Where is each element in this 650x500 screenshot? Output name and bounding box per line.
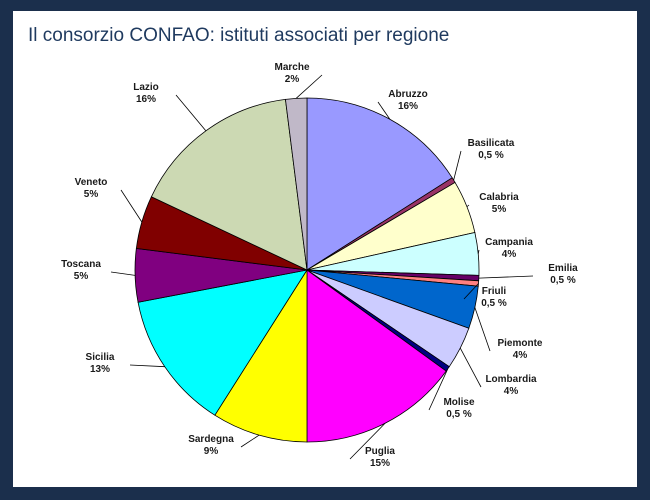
slice-label-friuli: Friuli	[482, 286, 507, 297]
leader-line-molise	[428, 368, 449, 411]
leader-line-sicilia	[129, 364, 165, 368]
leader-line-piemonte	[474, 307, 491, 352]
slice-value-puglia: 15%	[370, 458, 390, 469]
leader-line-abruzzo	[377, 101, 391, 120]
slice-value-sardegna: 9%	[204, 446, 219, 457]
slice-value-lazio: 16%	[136, 94, 156, 105]
slice-label-calabria: Calabria	[479, 192, 519, 203]
slice-label-lazio: Lazio	[133, 82, 159, 93]
chart-title: Il consorzio CONFAO: istituti associati …	[28, 25, 450, 46]
slice-value-emilia: 0,5 %	[550, 275, 576, 286]
slice-value-marche: 2%	[285, 74, 300, 85]
slice-value-sicilia: 13%	[90, 364, 110, 375]
leader-line-calabria	[466, 204, 470, 207]
slice-label-molise: Molise	[443, 397, 475, 408]
pie-slice-sicilia	[137, 269, 308, 416]
leader-line-veneto	[120, 189, 143, 223]
pie-slice-marche	[284, 97, 308, 271]
leader-line-friuli	[463, 283, 479, 300]
slice-label-puglia: Puglia	[365, 446, 395, 457]
slice-label-campania: Campania	[485, 237, 533, 248]
leader-line-puglia	[349, 422, 386, 460]
slice-label-toscana: Toscana	[61, 259, 101, 270]
leader-line-emilia	[478, 275, 534, 279]
leader-line-sardegna	[240, 434, 260, 448]
pie-slice-puglia	[306, 269, 447, 443]
leader-line-marche	[295, 74, 323, 99]
leader-line-basilicata	[453, 150, 462, 181]
slice-label-emilia: Emilia	[548, 263, 578, 274]
slice-value-abruzzo: 16%	[398, 101, 418, 112]
slice-value-molise: 0,5 %	[446, 409, 472, 420]
slice-value-piemonte: 4%	[513, 350, 528, 361]
leader-line-lombardia	[459, 347, 482, 388]
slice-value-calabria: 5%	[492, 204, 507, 215]
slice-value-toscana: 5%	[74, 271, 89, 282]
leader-line-toscana	[110, 271, 136, 276]
slice-value-basilicata: 0,5 %	[478, 150, 504, 161]
pie-slice-lazio	[150, 98, 308, 271]
slice-value-campania: 4%	[502, 249, 517, 260]
slice-label-basilicata: Basilicata	[468, 138, 515, 149]
slide: Il consorzio CONFAO: istituti associati …	[13, 11, 637, 487]
slice-label-abruzzo: Abruzzo	[388, 89, 427, 100]
slice-label-veneto: Veneto	[75, 177, 108, 188]
slice-label-sardegna: Sardegna	[188, 434, 234, 445]
leader-line-campania	[477, 249, 480, 254]
slice-value-veneto: 5%	[84, 189, 99, 200]
slice-label-sicilia: Sicilia	[86, 352, 115, 363]
slice-value-lombardia: 4%	[504, 386, 519, 397]
slice-label-piemonte: Piemonte	[497, 338, 542, 349]
pie-slice-sardegna	[214, 268, 308, 443]
leader-line-lazio	[175, 94, 207, 132]
slice-label-lombardia: Lombardia	[485, 374, 537, 385]
slice-label-marche: Marche	[274, 62, 309, 73]
slice-value-friuli: 0,5 %	[481, 298, 507, 309]
